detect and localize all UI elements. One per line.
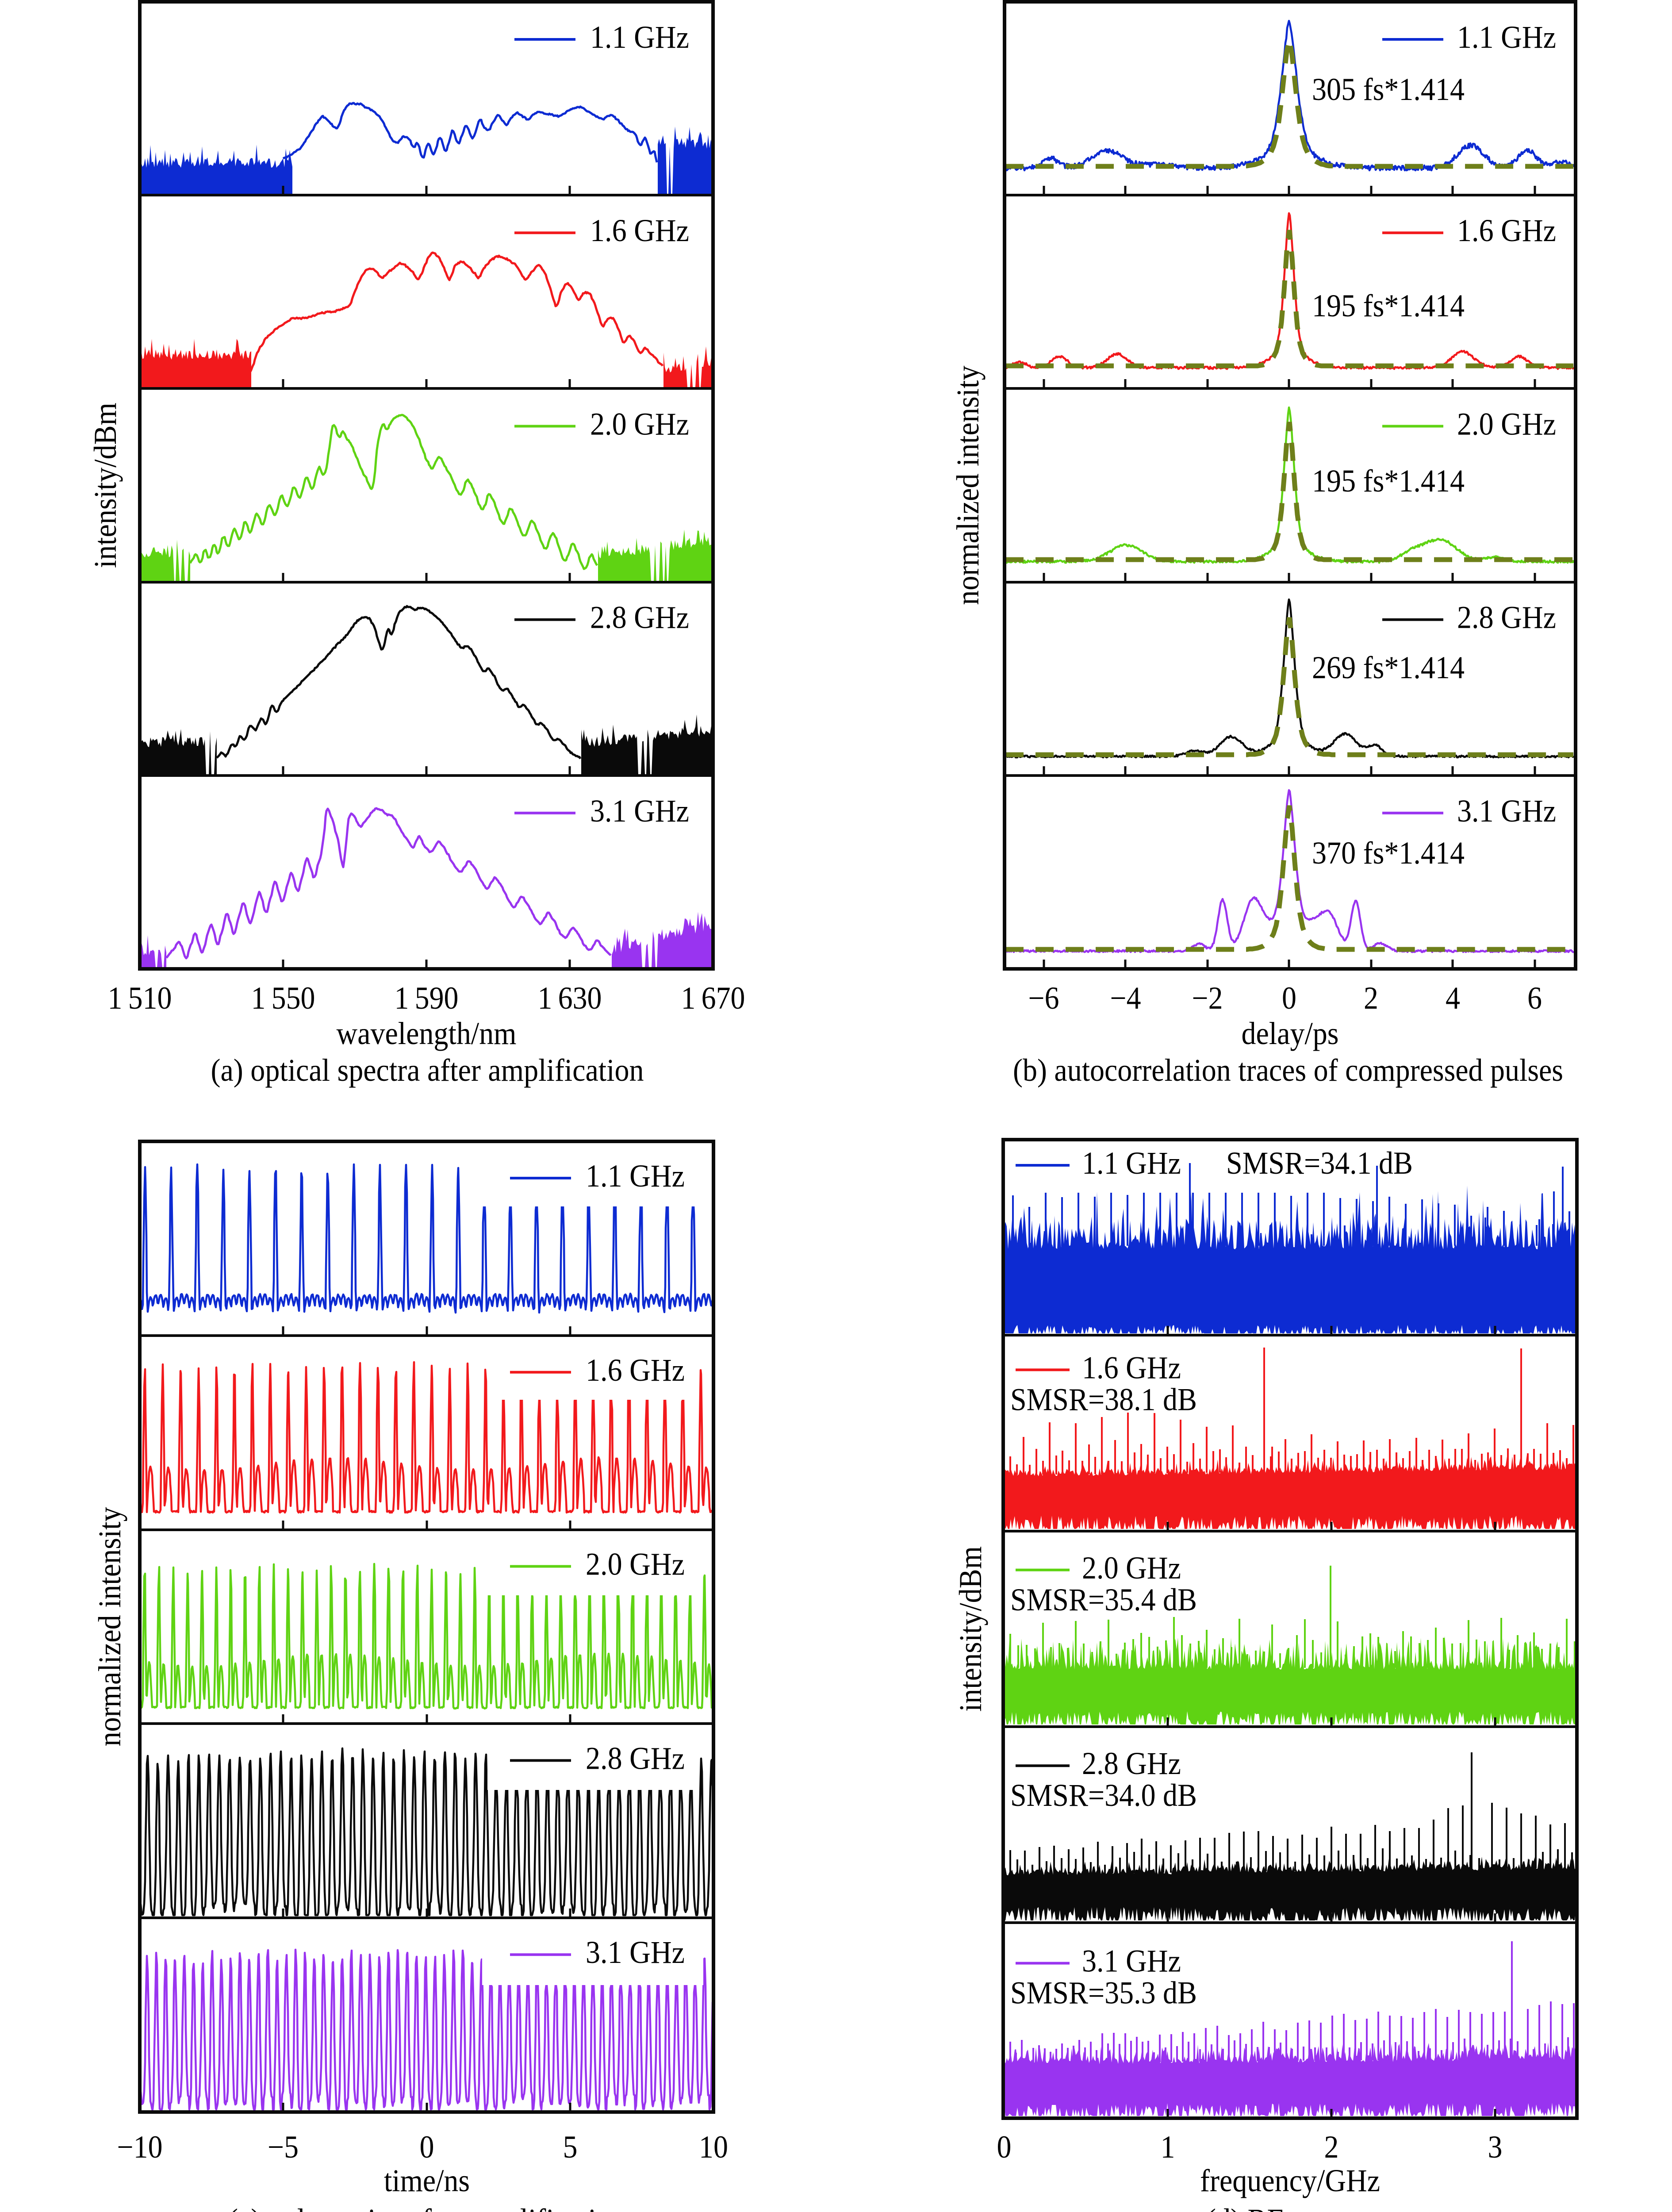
svg-text:−10: −10 xyxy=(117,2129,163,2165)
svg-text:2: 2 xyxy=(1364,980,1378,1016)
svg-text:intensity/dBm: intensity/dBm xyxy=(953,1546,988,1712)
svg-text:1.6 GHz: 1.6 GHz xyxy=(586,1352,685,1388)
svg-text:normalized intensity: normalized intensity xyxy=(950,366,986,605)
svg-text:3.1 GHz: 3.1 GHz xyxy=(590,793,689,829)
svg-text:3.1 GHz: 3.1 GHz xyxy=(586,1935,685,1970)
svg-text:5: 5 xyxy=(563,2129,578,2165)
svg-text:2.0 GHz: 2.0 GHz xyxy=(1457,406,1556,442)
svg-text:SMSR=35.3 dB: SMSR=35.3 dB xyxy=(1010,1975,1197,2011)
svg-text:(d) RF spectra: (d) RF spectra xyxy=(1206,2202,1373,2212)
svg-text:SMSR=38.1 dB: SMSR=38.1 dB xyxy=(1010,1382,1197,1417)
svg-text:1 590: 1 590 xyxy=(395,980,459,1016)
svg-text:1 630: 1 630 xyxy=(538,980,602,1016)
svg-text:1.1 GHz: 1.1 GHz xyxy=(1082,1145,1181,1181)
svg-text:2.8 GHz: 2.8 GHz xyxy=(1457,600,1556,635)
svg-text:3.1 GHz: 3.1 GHz xyxy=(1082,1943,1181,1979)
svg-text:370 fs*1.414: 370 fs*1.414 xyxy=(1312,835,1465,871)
svg-text:269 fs*1.414: 269 fs*1.414 xyxy=(1312,650,1465,685)
svg-text:1: 1 xyxy=(1161,2129,1175,2165)
svg-text:1.6 GHz: 1.6 GHz xyxy=(1457,213,1556,248)
svg-text:−4: −4 xyxy=(1110,980,1141,1016)
svg-text:1.1 GHz: 1.1 GHz xyxy=(1457,19,1556,55)
svg-text:1.6 GHz: 1.6 GHz xyxy=(590,213,689,248)
svg-text:−2: −2 xyxy=(1192,980,1223,1016)
svg-text:10: 10 xyxy=(699,2129,728,2165)
svg-text:3: 3 xyxy=(1488,2129,1503,2165)
svg-text:SMSR=35.4 dB: SMSR=35.4 dB xyxy=(1010,1582,1197,1617)
svg-text:0: 0 xyxy=(1282,980,1296,1016)
svg-text:wavelength/nm: wavelength/nm xyxy=(337,1016,517,1051)
svg-text:195 fs*1.414: 195 fs*1.414 xyxy=(1312,463,1465,499)
svg-text:(a) optical spectra after ampl: (a) optical spectra after amplification xyxy=(211,1052,644,1088)
svg-text:305 fs*1.414: 305 fs*1.414 xyxy=(1312,72,1465,107)
svg-text:0: 0 xyxy=(997,2129,1012,2165)
svg-text:6: 6 xyxy=(1527,980,1542,1016)
svg-text:normalized intensity: normalized intensity xyxy=(92,1507,127,1747)
svg-text:195 fs*1.414: 195 fs*1.414 xyxy=(1312,288,1465,323)
svg-text:−6: −6 xyxy=(1028,980,1059,1016)
svg-text:frequency/GHz: frequency/GHz xyxy=(1200,2163,1380,2198)
svg-text:delay/ps: delay/ps xyxy=(1242,1016,1339,1051)
svg-text:3.1 GHz: 3.1 GHz xyxy=(1457,793,1556,829)
svg-text:4: 4 xyxy=(1446,980,1460,1016)
svg-text:(b) autocorrelation traces of: (b) autocorrelation traces of compressed… xyxy=(1013,1052,1563,1088)
svg-text:SMSR=34.1 dB: SMSR=34.1 dB xyxy=(1226,1145,1413,1181)
svg-text:1.1 GHz: 1.1 GHz xyxy=(586,1158,685,1194)
svg-text:2: 2 xyxy=(1324,2129,1339,2165)
svg-text:time/ns: time/ns xyxy=(384,2163,470,2198)
svg-text:1.6 GHz: 1.6 GHz xyxy=(1082,1350,1181,1385)
svg-text:1 510: 1 510 xyxy=(108,980,172,1016)
svg-text:2.0 GHz: 2.0 GHz xyxy=(1082,1550,1181,1586)
svg-text:2.0 GHz: 2.0 GHz xyxy=(586,1547,685,1582)
svg-text:(c) pulse trains after amplifi: (c) pulse trains after amplification xyxy=(228,2202,625,2212)
svg-text:2.8 GHz: 2.8 GHz xyxy=(1082,1746,1181,1781)
svg-text:2.8 GHz: 2.8 GHz xyxy=(590,600,689,635)
svg-text:2.8 GHz: 2.8 GHz xyxy=(586,1740,685,1776)
svg-text:2.0 GHz: 2.0 GHz xyxy=(590,406,689,442)
svg-text:−5: −5 xyxy=(268,2129,299,2165)
svg-text:SMSR=34.0 dB: SMSR=34.0 dB xyxy=(1010,1778,1197,1813)
svg-text:1 670: 1 670 xyxy=(681,980,745,1016)
svg-text:intensity/dBm: intensity/dBm xyxy=(88,403,123,568)
svg-text:1 550: 1 550 xyxy=(251,980,315,1016)
svg-text:1.1 GHz: 1.1 GHz xyxy=(590,19,689,55)
svg-text:0: 0 xyxy=(420,2129,434,2165)
